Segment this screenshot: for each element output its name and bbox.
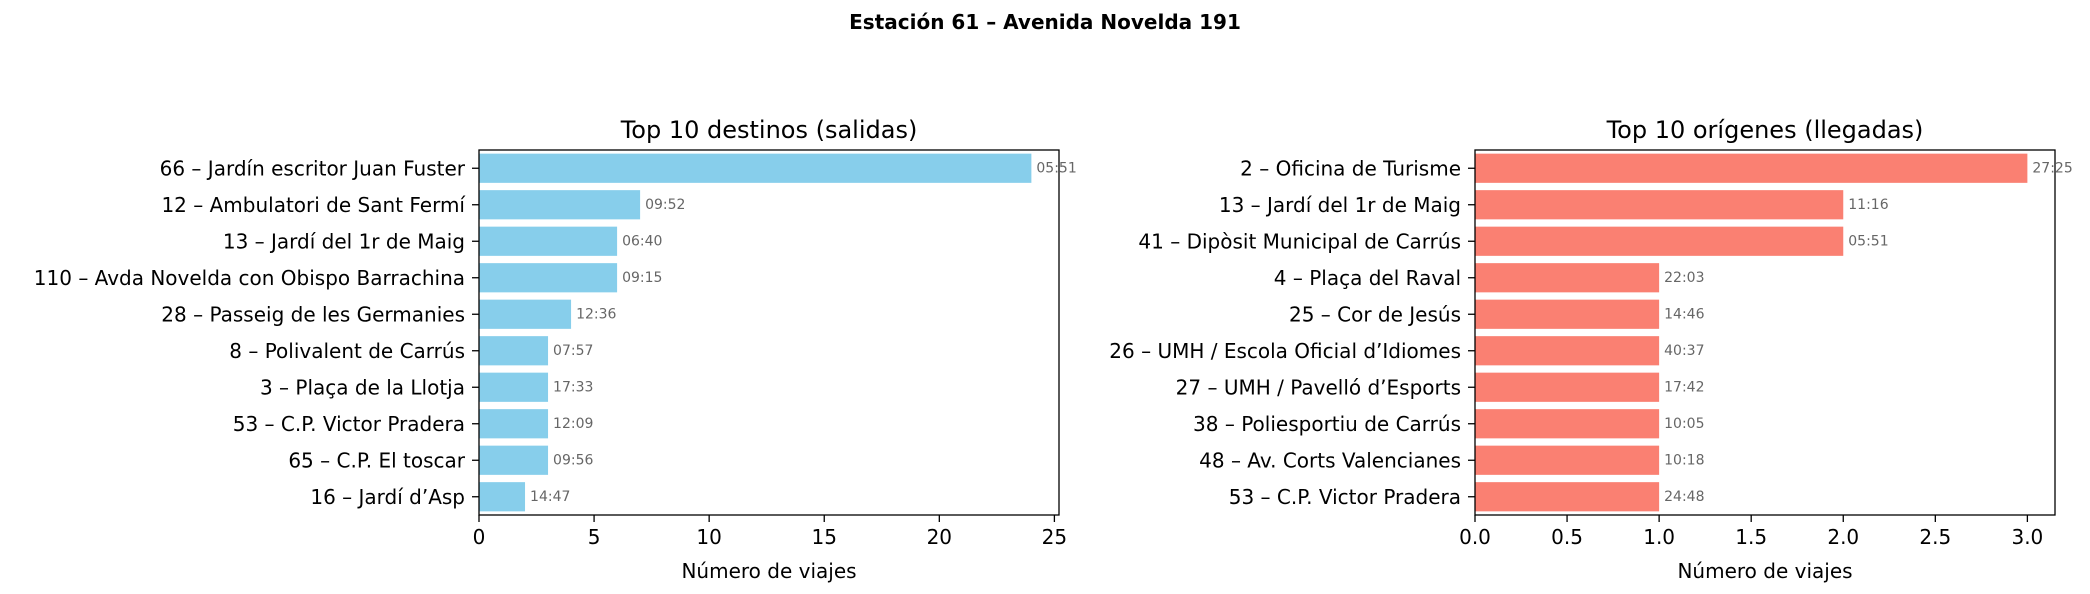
chart2-bar — [1475, 299, 1660, 329]
chart2-bar — [1475, 263, 1660, 293]
chart2-category-label: 27 – UMH / Pavelló d’Esports — [1176, 375, 1461, 399]
chart1-category-label: 53 – C.P. Victor Pradera — [233, 412, 465, 436]
chart1-bar — [479, 336, 549, 366]
chart2-bar — [1475, 153, 2028, 183]
chart2-bar — [1475, 482, 1660, 512]
chart2-title: Top 10 orígenes (llegadas) — [1606, 116, 1924, 144]
chart2-x-tick-label: 0.5 — [1551, 525, 1583, 549]
chart2-bar-annotation: 05:51 — [1848, 233, 1888, 249]
chart2-category-label: 48 – Av. Corts Valencianes — [1199, 448, 1461, 472]
figure-title: Estación 61 – Avenida Novelda 191 — [849, 10, 1241, 34]
chart2-category-label: 26 – UMH / Escola Oficial d’Idiomes — [1109, 339, 1461, 363]
chart2-bar — [1475, 336, 1660, 366]
chart2-x-tick-label: 2.5 — [1919, 525, 1951, 549]
chart1-bar-annotation: 17:33 — [553, 379, 593, 395]
chart2-x-tick-label: 3.0 — [2011, 525, 2043, 549]
chart2-bar-annotation: 24:48 — [1664, 489, 1704, 505]
chart2-bar — [1475, 445, 1660, 475]
chart1-category-label: 12 – Ambulatori de Sant Fermí — [161, 193, 466, 217]
chart1-x-tick-label: 25 — [1042, 525, 1067, 549]
chart2-category-label: 2 – Oficina de Turisme — [1240, 156, 1461, 180]
chart1-x-tick-label: 15 — [812, 525, 837, 549]
chart1-category-label: 16 – Jardí d’Asp — [310, 485, 465, 509]
chart2-bar-annotation: 40:37 — [1664, 343, 1704, 359]
chart1-category-label: 65 – C.P. El toscar — [288, 448, 465, 472]
chart1-category-label: 66 – Jardín escritor Juan Fuster — [160, 156, 466, 180]
chart1-bar — [479, 409, 549, 439]
chart2-x-tick-label: 1.5 — [1735, 525, 1767, 549]
chart1-bar-annotation: 09:52 — [645, 197, 685, 213]
chart1-bar — [479, 190, 641, 220]
chart2-bar-annotation: 10:18 — [1664, 452, 1704, 468]
chart2-category-label: 25 – Cor de Jesús — [1289, 302, 1461, 326]
chart1-bar — [479, 482, 526, 512]
chart1-x-axis-label: Número de viajes — [681, 559, 856, 583]
chart2-axes-frame — [1474, 149, 2056, 516]
chart1-category-label: 28 – Passeig de les Germanies — [161, 302, 465, 326]
chart2-x-tick-label: 1.0 — [1643, 525, 1675, 549]
chart2-bar-annotation: 10:05 — [1664, 416, 1704, 432]
chart1-bar-annotation: 09:15 — [622, 270, 662, 286]
chart2-category-label: 38 – Poliesportiu de Carrús — [1193, 412, 1461, 436]
chart1-bar-annotation: 05:51 — [1036, 160, 1076, 176]
chart1-x-tick-label: 20 — [927, 525, 952, 549]
chart2-x-axis-label: Número de viajes — [1677, 559, 1852, 583]
chart2-bar — [1475, 409, 1660, 439]
chart1-bar — [479, 263, 618, 293]
chart1-category-label: 8 – Polivalent de Carrús — [229, 339, 465, 363]
chart1-bar — [479, 372, 549, 402]
chart1-bar-annotation: 12:09 — [553, 416, 593, 432]
chart1-x-tick-label: 0 — [473, 525, 486, 549]
chart2-bar-annotation: 17:42 — [1664, 379, 1704, 395]
chart1-title: Top 10 destinos (salidas) — [620, 116, 918, 144]
chart2-bar-annotation: 14:46 — [1664, 306, 1704, 322]
chart2-bar — [1475, 372, 1660, 402]
chart1-bar — [479, 226, 618, 256]
chart1-category-label: 110 – Avda Novelda con Obispo Barrachina — [34, 266, 465, 290]
chart2-category-label: 53 – C.P. Victor Pradera — [1229, 485, 1461, 509]
chart2-bar — [1475, 190, 1844, 220]
chart1-category-label: 13 – Jardí del 1r de Maig — [223, 229, 465, 253]
chart2-category-label: 4 – Plaça del Raval — [1274, 266, 1461, 290]
chart2-category-label: 13 – Jardí del 1r de Maig — [1219, 193, 1461, 217]
chart1-bar-annotation: 12:36 — [576, 306, 616, 322]
chart1-bar-annotation: 07:57 — [553, 343, 593, 359]
chart2-category-label: 41 – Dipòsit Municipal de Carrús — [1138, 229, 1461, 253]
chart1-category-label: 3 – Plaça de la Llotja — [260, 375, 465, 399]
chart2-bar — [1475, 226, 1844, 256]
chart1-bar — [479, 153, 1032, 183]
chart2-bar-annotation: 11:16 — [1848, 197, 1888, 213]
chart1-bar-annotation: 09:56 — [553, 452, 593, 468]
chart1-axes-frame — [478, 149, 1060, 516]
chart1-bar-annotation: 06:40 — [622, 233, 662, 249]
chart1-bar — [479, 299, 572, 329]
chart1-bar — [479, 445, 549, 475]
chart1-x-tick-label: 5 — [588, 525, 601, 549]
chart1-x-tick-label: 10 — [696, 525, 721, 549]
chart2-bar-annotation: 27:25 — [2032, 160, 2072, 176]
chart2-x-tick-label: 0.0 — [1459, 525, 1491, 549]
chart1-bar-annotation: 14:47 — [530, 489, 570, 505]
chart2-x-tick-label: 2.0 — [1827, 525, 1859, 549]
chart2-bar-annotation: 22:03 — [1664, 270, 1704, 286]
